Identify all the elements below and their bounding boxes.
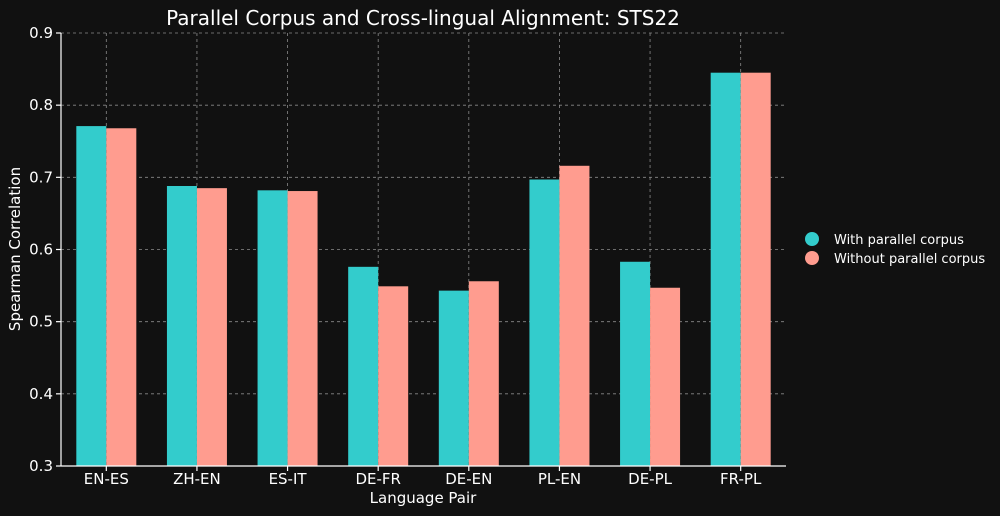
bar-zh-en-series-2 <box>196 188 227 467</box>
bar-en-es-series-2 <box>106 128 137 466</box>
bars-layer <box>76 72 771 467</box>
bar-pl-en-series-2 <box>559 165 590 466</box>
bar-de-pl-series-2 <box>650 287 681 466</box>
legend: With parallel corpus Without parallel cor… <box>805 232 985 267</box>
x-tick-label: DE-FR <box>355 470 401 488</box>
x-tick-label: EN-ES <box>84 470 129 488</box>
y-tick-label: 0.4 <box>29 385 53 403</box>
x-tick-label: ES-IT <box>269 470 308 488</box>
bar-es-it-series-2 <box>287 191 318 467</box>
bar-de-fr-series-2 <box>378 286 409 466</box>
y-axis-label: Spearman Correlation <box>6 167 24 331</box>
ticks-layer: 0.3 0.4 0.5 0.6 0.7 0.8 0.9 EN-ES ZH-EN ES-IT DE-F… <box>29 24 762 488</box>
y-tick-label: 0.3 <box>29 457 53 475</box>
y-tick-label: 0.7 <box>29 168 53 186</box>
y-tick-label: 0.5 <box>29 313 53 331</box>
x-tick-label: ZH-EN <box>173 470 221 488</box>
bar-fr-pl-series-2 <box>740 72 771 467</box>
x-tick-label: DE-EN <box>445 470 492 488</box>
x-tick-label: PL-EN <box>538 470 581 488</box>
x-axis-label: Language Pair <box>370 489 478 507</box>
bar-es-it-series-1 <box>257 190 288 466</box>
bar-zh-en-series-1 <box>166 185 197 466</box>
bar-de-pl-series-1 <box>620 261 651 466</box>
bar-pl-en-series-1 <box>529 179 560 466</box>
legend-marker <box>805 232 819 246</box>
bar-de-en-series-1 <box>438 290 469 466</box>
bar-de-en-series-2 <box>468 281 499 466</box>
legend-label: With parallel corpus <box>834 233 964 248</box>
bar-fr-pl-series-1 <box>710 72 741 467</box>
axes-layer <box>56 32 786 471</box>
legend-label: Without parallel corpus <box>834 252 985 267</box>
chart-title: Parallel Corpus and Cross-lingual Alignm… <box>166 6 680 30</box>
y-tick-label: 0.6 <box>29 241 53 259</box>
x-tick-label: FR-PL <box>720 470 762 488</box>
y-tick-label: 0.9 <box>29 24 53 42</box>
x-tick-label: DE-PL <box>628 470 672 488</box>
legend-marker <box>805 251 819 265</box>
bar-en-es-series-1 <box>76 126 107 466</box>
y-tick-label: 0.8 <box>29 96 53 114</box>
bar-de-fr-series-1 <box>348 266 379 466</box>
